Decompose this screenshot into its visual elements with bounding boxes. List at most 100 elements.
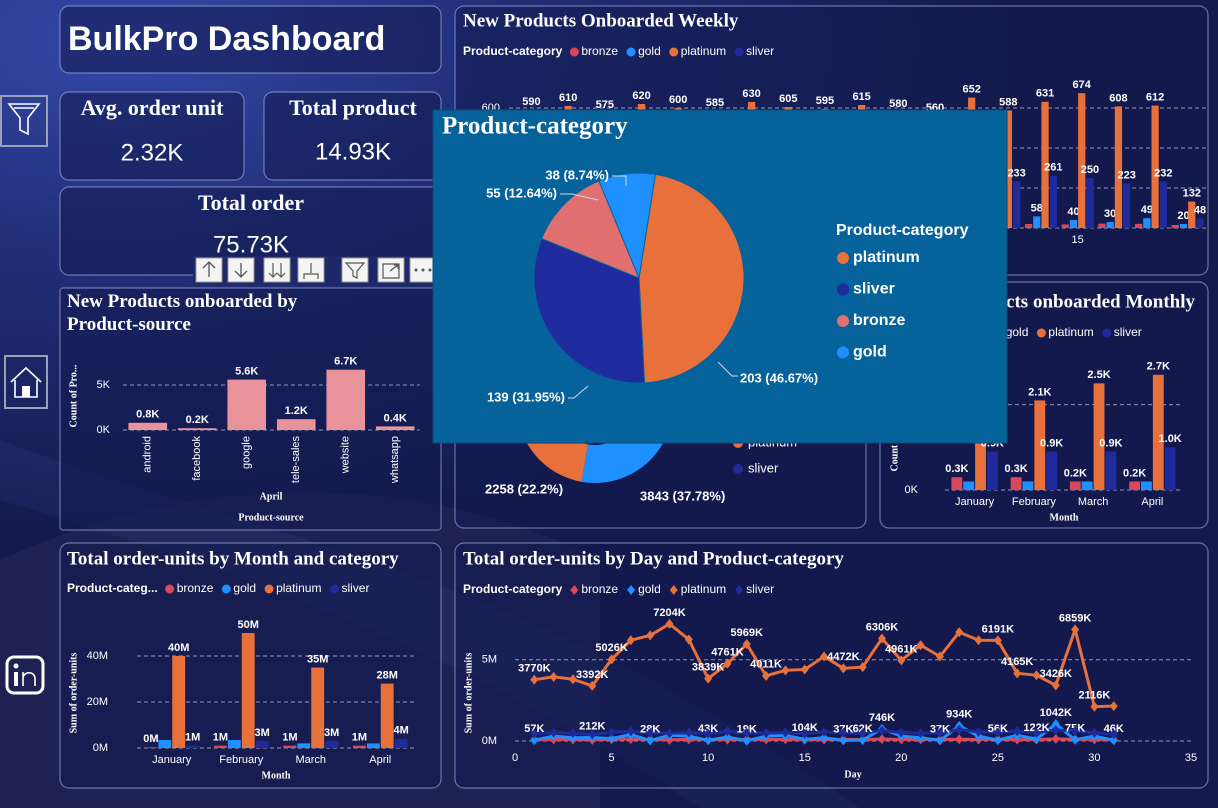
point	[839, 727, 848, 738]
data-label: 6.7K	[334, 356, 357, 368]
home-door	[22, 386, 30, 397]
legend-marker	[627, 585, 636, 595]
point	[530, 735, 539, 746]
y-tick-label: 0K	[97, 424, 111, 436]
point	[916, 640, 925, 651]
legend-label: platinum	[276, 581, 321, 595]
point	[549, 671, 558, 682]
bar	[1081, 481, 1093, 490]
data-label: 3M	[324, 727, 339, 739]
point	[781, 665, 790, 676]
home-frame[interactable]	[4, 355, 48, 409]
linkedin-frame[interactable]	[5, 655, 45, 695]
x-tick-label: 10	[702, 752, 714, 764]
bar	[186, 745, 200, 748]
bar	[951, 477, 963, 490]
point	[704, 735, 713, 746]
bar	[1141, 481, 1152, 490]
title-panel	[59, 5, 442, 74]
y-axis-title: Sum of order-units	[68, 653, 79, 734]
bar	[1171, 225, 1179, 228]
point	[607, 727, 616, 738]
data-label: 4011K	[750, 659, 782, 671]
data-label: 1042K	[1040, 707, 1072, 719]
point	[858, 728, 867, 739]
point	[974, 635, 983, 646]
y-axis-title: Count of Pro...	[68, 364, 79, 427]
data-label: 5026K	[595, 642, 627, 654]
legend-label: sliver	[341, 581, 369, 595]
bar	[311, 667, 325, 748]
toolbar-button[interactable]	[341, 257, 369, 283]
point	[1032, 734, 1041, 745]
button-bg[interactable]	[341, 257, 369, 283]
legend-marker	[669, 585, 678, 595]
x-tick-label: February	[219, 754, 264, 766]
home-button[interactable]	[4, 355, 48, 409]
point	[1051, 733, 1060, 744]
legend-title: Product-category	[836, 222, 969, 239]
bar	[1093, 383, 1105, 490]
point	[607, 733, 616, 744]
data-label: 104K	[792, 722, 818, 734]
bar	[1012, 181, 1021, 228]
legend-marker	[165, 584, 175, 594]
x-tick-label: 25	[992, 752, 1004, 764]
y-tick-label: 5M	[482, 654, 497, 666]
legend-label: gold	[233, 581, 256, 595]
bar	[1024, 224, 1033, 228]
data-label: 5969K	[731, 627, 763, 639]
toolbar-button[interactable]	[195, 257, 223, 283]
toolbar-button[interactable]	[263, 257, 291, 283]
data-label: 0.8K	[136, 409, 159, 421]
data-label: 934K	[946, 709, 972, 721]
drill-down-icon	[234, 263, 248, 278]
data-label: 3839K	[692, 662, 724, 674]
data-label: 588	[999, 96, 1017, 108]
card-panel	[59, 91, 245, 181]
data-label: 0M	[143, 733, 158, 745]
chart-title: Total order-units by Month and category	[67, 548, 399, 569]
legend-marker	[329, 584, 339, 594]
point	[607, 654, 616, 665]
bar	[1129, 481, 1141, 490]
data-label: 1M	[213, 732, 228, 744]
data-label: 652	[962, 84, 980, 96]
data-label: 580	[889, 98, 907, 110]
toolbar-button[interactable]	[409, 257, 437, 283]
toolbar-button[interactable]	[297, 257, 325, 283]
bar	[1033, 216, 1041, 228]
data-label: 203 (46.67%)	[740, 370, 818, 385]
filter-button[interactable]	[0, 95, 48, 147]
point	[858, 662, 867, 673]
bar	[283, 745, 297, 748]
point	[742, 639, 751, 650]
bar	[1034, 400, 1046, 490]
data-label: 55 (12.64%)	[486, 185, 557, 200]
data-label: 6859K	[1059, 612, 1091, 624]
toolbar-button[interactable]	[377, 257, 405, 283]
button-bg[interactable]	[263, 257, 291, 283]
point	[897, 727, 906, 738]
legend-label: sliver	[746, 44, 774, 58]
linkedin-button[interactable]	[5, 655, 45, 695]
legend-label: bronze	[853, 312, 906, 329]
point	[1051, 724, 1060, 735]
point	[1109, 701, 1118, 712]
toolbar-button[interactable]	[227, 257, 255, 283]
x-tick-label: 15	[1071, 234, 1083, 246]
chart-title: Product-category	[442, 113, 628, 140]
bar	[1123, 183, 1131, 228]
point	[1090, 701, 1099, 712]
data-label: 40M	[168, 642, 189, 654]
filter-frame[interactable]	[0, 95, 48, 147]
bar	[1004, 110, 1012, 228]
data-label: 4472K	[827, 651, 859, 663]
leader-line	[560, 193, 599, 201]
point	[665, 728, 674, 739]
data-label: 5.6K	[235, 366, 258, 378]
data-label: 3770K	[518, 663, 550, 675]
x-tick-label: 0	[512, 752, 518, 764]
x-tick-label: 5	[609, 752, 615, 764]
bar	[1010, 477, 1022, 490]
